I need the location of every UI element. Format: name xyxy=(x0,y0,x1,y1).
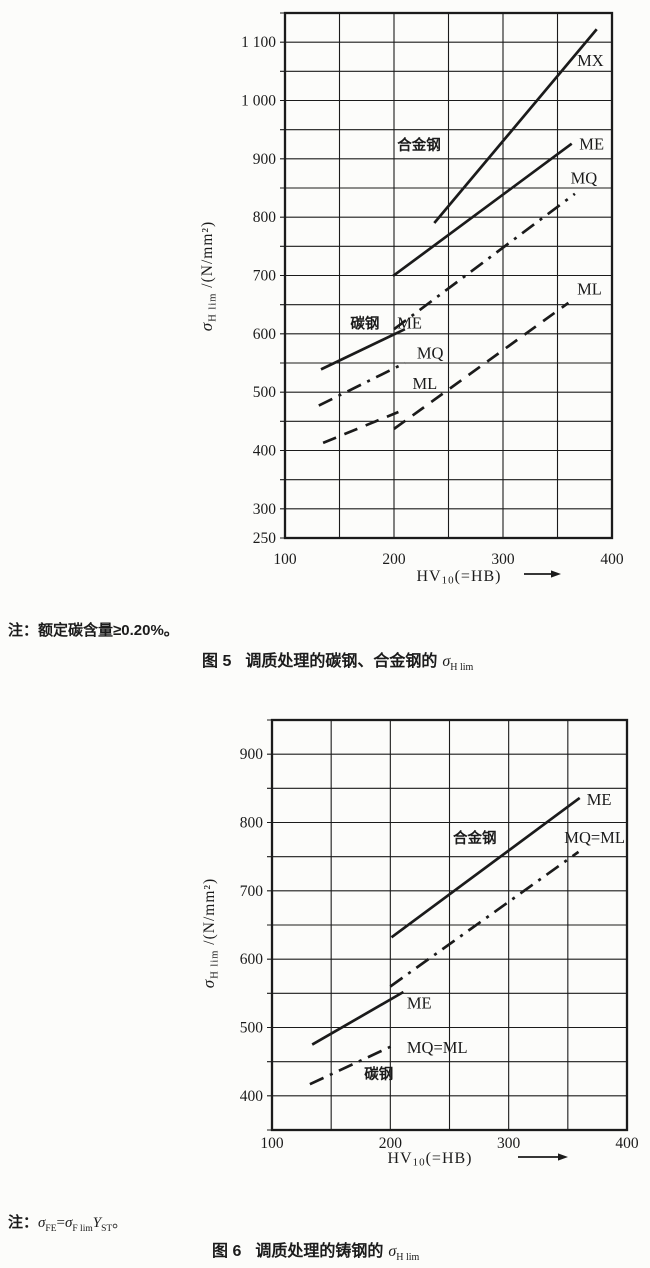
sigma-subscript: H lim xyxy=(450,662,474,674)
x-axis-arrow-icon xyxy=(518,1153,568,1161)
x-tick-400: 400 xyxy=(600,551,624,568)
x-axis-title: HV10(=HB) xyxy=(387,1150,472,1169)
y-tick-600: 600 xyxy=(253,326,277,343)
figure5-note: 注：额定碳含量≥0.20%。 xyxy=(8,619,179,640)
line-label-MX: MX xyxy=(577,51,604,70)
gridlines xyxy=(280,12,613,539)
y-tick-400: 400 xyxy=(253,443,277,460)
y-tick-400: 400 xyxy=(240,1088,264,1105)
x-axis-title: HV10(=HB) xyxy=(416,568,501,587)
line-label-MQ=ML: MQ=ML xyxy=(407,1038,468,1057)
x-tick-300: 300 xyxy=(491,551,515,568)
series-line-alloy-steel-ML xyxy=(393,301,570,430)
series-line-carbon-steel-ME xyxy=(320,327,406,371)
chart-canvas-图 5: 250 300 400 500 600 700 800 900 1 000 1 100 100 200… xyxy=(197,11,624,587)
y-tick-900: 900 xyxy=(240,746,264,763)
gridlines xyxy=(267,719,628,1131)
formula-subscript: F lim xyxy=(72,1224,93,1234)
line-label-碳钢: 碳钢 xyxy=(364,1065,393,1083)
line-label-合金钢: 合金钢 xyxy=(396,136,441,154)
line-label-合金钢: 合金钢 xyxy=(452,829,497,847)
figure5-chart: 250 300 400 500 600 700 800 900 1 000 1 100 100 200… xyxy=(0,0,650,600)
line-label-ME: ME xyxy=(407,994,432,1013)
series-line-carbon-steel-MQ xyxy=(318,361,406,407)
plot-border xyxy=(270,718,629,1132)
x-axis-arrow-icon xyxy=(524,570,561,578)
sigma-symbol: σ xyxy=(442,653,451,670)
y-tick-1100: 1 100 xyxy=(241,34,276,51)
period: 。 xyxy=(112,1215,128,1231)
y-tick-labels: 400 500 600 700 800 900 xyxy=(240,746,264,1105)
figure-title: 调质处理的碳钢、合金钢的 xyxy=(245,653,438,670)
y-tick-800: 800 xyxy=(240,815,264,832)
x-tick-400: 400 xyxy=(615,1135,639,1152)
x-tick-100: 100 xyxy=(273,551,297,568)
note-text: 额定碳含量≥0.20%。 xyxy=(38,622,179,639)
y-tick-800: 800 xyxy=(253,209,277,226)
x-tick-labels: 100 200 300 400 xyxy=(273,551,624,568)
x-tick-200: 200 xyxy=(382,551,406,568)
x-tick-200: 200 xyxy=(379,1135,403,1152)
x-tick-labels: 100 200 300 400 xyxy=(260,1135,639,1152)
note-label: 注： xyxy=(8,1214,39,1231)
y-tick-250: 250 xyxy=(253,530,277,547)
line-labels: ME MQ=ML 合金钢 ME MQ=ML 碳钢 xyxy=(364,790,625,1083)
figure-number: 图 5 xyxy=(202,653,232,670)
line-label-MQ: MQ xyxy=(417,344,444,363)
y-tick-700: 700 xyxy=(240,883,264,900)
line-label-ME: ME xyxy=(587,790,612,809)
y-tick-1000: 1 000 xyxy=(241,93,276,110)
y-tick-700: 700 xyxy=(253,268,277,285)
line-label-ML: ML xyxy=(577,280,602,299)
y-axis-title: σH lim /(N/mm²) xyxy=(197,221,219,331)
figure-number: 图 6 xyxy=(212,1243,242,1260)
line-label-ME: ME xyxy=(579,134,604,153)
x-tick-100: 100 xyxy=(260,1135,284,1152)
figure6-chart: 400 500 600 700 800 900 100 200 300 400 ME MQ=ML 合金钢… xyxy=(0,700,650,1178)
y-tick-900: 900 xyxy=(253,151,277,168)
line-label-MQ=ML: MQ=ML xyxy=(564,828,625,847)
line-label-ML: ML xyxy=(413,374,438,393)
series-line-carbon-cast-steel-MQ-ML xyxy=(309,1043,396,1086)
formula-subscript: ST xyxy=(101,1224,113,1234)
sigma-symbol: σ xyxy=(38,1215,46,1231)
y-tick-500: 500 xyxy=(253,384,277,401)
series-line-carbon-cast-steel-ME xyxy=(311,990,405,1046)
figure-title: 调质处理的铸钢的 xyxy=(255,1243,384,1260)
series-line-alloy-steel-MX xyxy=(433,28,598,224)
series-line-alloy-steel-ME xyxy=(392,142,573,278)
series-line-alloy-cast-steel-MQ-ML xyxy=(389,850,580,988)
sigma-symbol: σ xyxy=(64,1215,73,1231)
note-label: 注： xyxy=(8,622,39,639)
series-line-alloy-cast-steel-ME xyxy=(390,796,581,939)
figure5-caption: 图 5 调质处理的碳钢、合金钢的 σH lim xyxy=(202,647,473,673)
y-tick-labels: 250 300 400 500 600 700 800 900 1 000 1 100 xyxy=(241,34,276,547)
y-tick-300: 300 xyxy=(253,501,277,518)
y-tick-600: 600 xyxy=(240,951,264,968)
chart-canvas-图 6: 400 500 600 700 800 900 100 200 300 400 ME MQ=ML 合金钢… xyxy=(199,718,639,1169)
y-axis-title: σH lim /(N/mm²) xyxy=(199,878,221,988)
x-tick-300: 300 xyxy=(497,1135,521,1152)
line-label-碳钢: 碳钢 xyxy=(350,314,379,332)
figure6-caption: 图 6 调质处理的铸钢的 σH lim xyxy=(212,1237,419,1263)
sigma-symbol: σ xyxy=(388,1243,397,1260)
equals-sign: = xyxy=(56,1215,65,1231)
y-factor-symbol: Y xyxy=(92,1215,102,1231)
figure6-note: 注：σFE=σF limYST。 xyxy=(8,1211,127,1234)
line-label-ME: ME xyxy=(397,313,422,332)
series-line-carbon-steel-ML xyxy=(322,410,399,445)
formula-subscript: FE xyxy=(45,1224,57,1234)
plot-border xyxy=(283,11,614,540)
y-tick-500: 500 xyxy=(240,1020,264,1037)
line-label-MQ: MQ xyxy=(571,169,598,188)
series-line-alloy-steel-MQ xyxy=(393,192,576,331)
sigma-subscript: H lim xyxy=(396,1252,420,1264)
